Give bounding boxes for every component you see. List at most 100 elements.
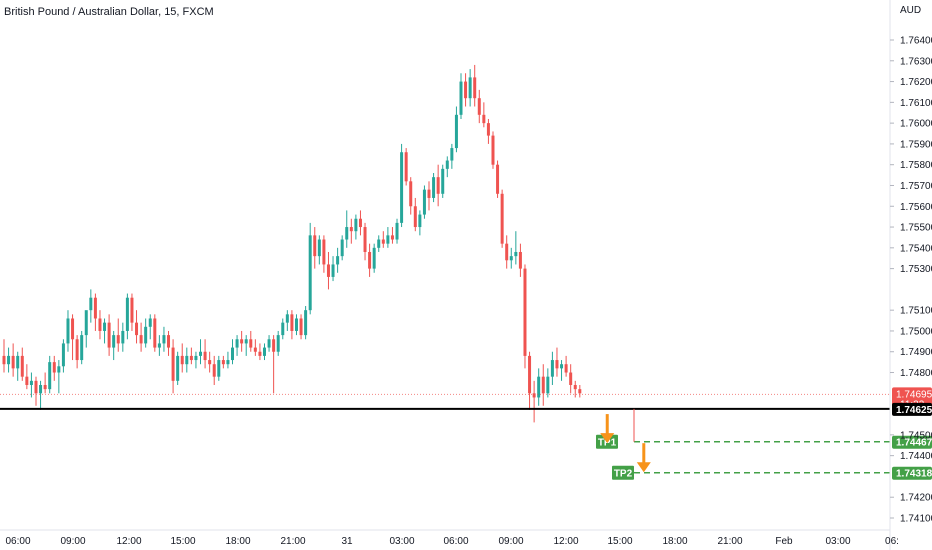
- candle-body: [422, 189, 426, 215]
- take-profit-tag: [612, 465, 634, 480]
- candle-body: [358, 218, 362, 228]
- price-tick-label: 1.74900: [900, 347, 932, 358]
- candle-body: [413, 206, 417, 228]
- time-tick-label: 18:00: [225, 536, 250, 547]
- support-price-label: 1.74625: [896, 405, 932, 416]
- candle-body: [52, 362, 56, 373]
- down-arrow-head: [636, 462, 651, 473]
- candle-body: [340, 239, 344, 257]
- take-profit-price-badge: [892, 435, 932, 449]
- candle-body: [34, 380, 38, 394]
- currency-label: AUD: [900, 5, 921, 16]
- candle-body: [285, 314, 289, 323]
- candle-body: [98, 318, 102, 331]
- candle-body: [445, 160, 449, 169]
- candle-body: [84, 310, 88, 336]
- candle-body: [203, 351, 207, 361]
- candle-body: [436, 177, 440, 194]
- candle-body: [450, 148, 454, 161]
- time-tick-label: 03:00: [389, 536, 414, 547]
- price-tick-label: 1.75000: [900, 326, 932, 337]
- candle-body: [546, 376, 550, 394]
- candle-body: [331, 264, 335, 277]
- candle-body: [541, 376, 545, 394]
- candles-layer: [2, 64, 582, 423]
- candle-body: [130, 297, 134, 323]
- candle-body: [336, 256, 340, 265]
- candle-body: [299, 318, 303, 336]
- time-tick-label: 06:: [885, 536, 899, 547]
- candle-body: [427, 189, 431, 198]
- time-tick-label: 12:00: [553, 536, 578, 547]
- candle-body: [235, 339, 239, 348]
- candle-body: [409, 181, 413, 207]
- price-tick-label: 1.74200: [900, 493, 932, 504]
- candle-body: [473, 77, 477, 99]
- price-axis[interactable]: AUD 1.74100 1.74200 1.74400 1.74500 1.74800 1.…: [889, 0, 932, 550]
- candle-body: [368, 251, 372, 269]
- candle-body: [75, 339, 79, 361]
- candle-body: [11, 355, 15, 369]
- candle-body: [363, 227, 367, 252]
- take-profit-price-label: 1.74467: [896, 438, 932, 449]
- candle-body: [267, 339, 271, 348]
- time-tick-label: 09:00: [60, 536, 85, 547]
- price-tick-label: 1.76000: [900, 119, 932, 130]
- candle-body: [294, 318, 298, 331]
- candle-body: [381, 239, 385, 244]
- candle-body: [290, 314, 294, 331]
- candle-body: [432, 177, 436, 198]
- candle-body: [89, 297, 93, 311]
- time-tick-label: 09:00: [498, 536, 523, 547]
- candle-body: [212, 364, 216, 377]
- candle-body: [464, 81, 468, 99]
- candle-body: [468, 77, 472, 99]
- candle-body: [194, 355, 198, 361]
- candle-body: [162, 335, 166, 344]
- price-tick-label: 1.75500: [900, 223, 932, 234]
- take-profit-price-label: 1.74318: [896, 469, 932, 480]
- candle-body: [121, 330, 125, 344]
- candle-body: [313, 235, 317, 257]
- candle-body: [523, 268, 527, 356]
- current-price-label: 1.74695: [896, 389, 932, 400]
- candle-body: [345, 227, 349, 240]
- candle-body: [386, 235, 390, 244]
- candle-body: [326, 264, 330, 277]
- candle-body: [496, 164, 500, 194]
- price-tick-label: 1.75800: [900, 160, 932, 171]
- candle-body: [25, 376, 29, 385]
- candle-body: [48, 362, 52, 390]
- candle-body: [569, 372, 573, 385]
- candle-body: [148, 318, 152, 327]
- candle-body: [189, 355, 193, 361]
- price-tick-label: 1.75700: [900, 181, 932, 192]
- candle-body: [231, 347, 234, 361]
- candle-body: [43, 384, 47, 390]
- candle-body: [208, 360, 212, 365]
- price-tick-label: 1.74500: [900, 430, 932, 441]
- candle-body: [262, 347, 266, 356]
- candle-body: [518, 251, 522, 269]
- time-tick-label: 15:00: [607, 536, 632, 547]
- candle-body: [322, 239, 326, 265]
- candle-body: [564, 364, 568, 373]
- time-axis[interactable]: 06:00 09:00 12:00 15:00 18:00 21:00 31 03:00 06:…: [0, 529, 899, 547]
- candle-body: [139, 335, 143, 344]
- candle-body: [400, 152, 404, 223]
- candle-body: [171, 347, 175, 381]
- candle-body: [573, 384, 577, 390]
- time-tick-label: 06:00: [443, 536, 468, 547]
- price-tick-label: 1.75300: [900, 264, 932, 275]
- time-tick-label: 06:00: [5, 536, 30, 547]
- candle-body: [2, 355, 6, 365]
- price-tick-label: 1.76100: [900, 98, 932, 109]
- candle-body: [180, 355, 184, 365]
- candle-body: [66, 318, 70, 344]
- candle-body: [491, 135, 495, 165]
- candle-body: [555, 360, 559, 369]
- price-tick-label: 1.74400: [900, 451, 932, 462]
